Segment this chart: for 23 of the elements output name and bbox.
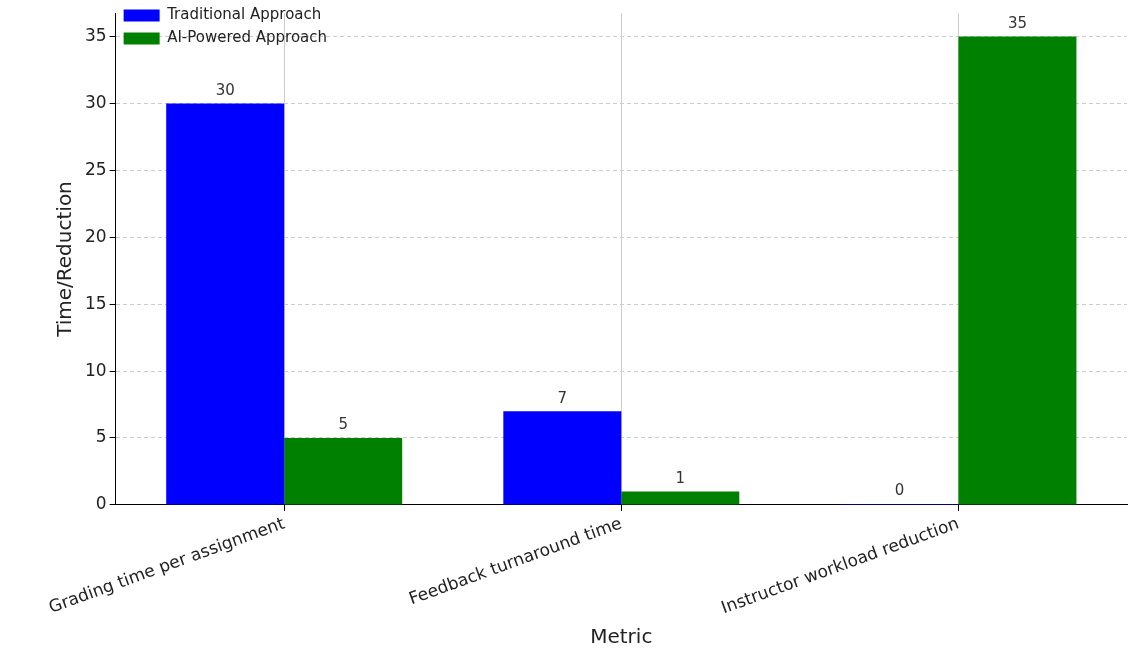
bar xyxy=(958,36,1077,505)
y-tick-label: 15 xyxy=(84,292,107,313)
bar xyxy=(284,437,403,505)
y-tick-label: 20 xyxy=(84,225,107,246)
data-label: 0 xyxy=(894,481,905,500)
y-tick-label: 35 xyxy=(84,25,107,46)
y-axis-title: Time/Reduction xyxy=(52,181,77,338)
data-label: 35 xyxy=(1007,14,1027,32)
data-label: 5 xyxy=(338,415,348,434)
y-tick-label: 25 xyxy=(84,158,107,179)
data-label: 30 xyxy=(215,80,235,99)
legend-label: AI-Powered Approach xyxy=(167,28,328,47)
legend-label: Traditional Approach xyxy=(166,5,322,24)
bar xyxy=(166,103,285,505)
y-tick-label: 5 xyxy=(95,426,107,447)
bar xyxy=(621,491,740,505)
data-label: 1 xyxy=(675,468,686,487)
data-label: 7 xyxy=(557,388,568,407)
bar xyxy=(503,411,622,505)
y-tick-label: 30 xyxy=(84,91,107,112)
x-axis-title: Metric xyxy=(590,624,653,649)
y-tick-label: 0 xyxy=(95,493,107,514)
y-tick-label: 10 xyxy=(84,359,107,380)
